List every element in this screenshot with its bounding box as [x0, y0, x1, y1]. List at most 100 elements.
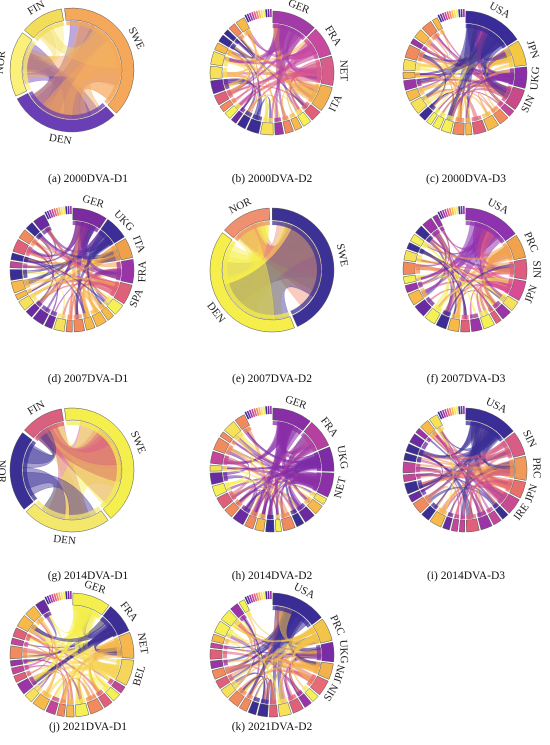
tick-mark: [444, 408, 449, 418]
sector-inner-band: [416, 254, 423, 263]
sector-inner-band: [231, 619, 241, 630]
sector-arc-minor: [277, 702, 292, 717]
tick-mark: [439, 410, 445, 419]
sector-inner-band: [492, 300, 501, 309]
sector-inner-band: [234, 431, 245, 442]
sector-inner-band: [419, 287, 428, 298]
sector-arc-minor: [502, 295, 519, 312]
sector-arc-minor: [458, 519, 465, 533]
sector-inner-band: [23, 256, 29, 263]
sector-arc-minor: [428, 414, 443, 430]
sector-arc-net: [118, 631, 135, 659]
sector-arc-prc: [312, 618, 333, 644]
sector-inner-band: [301, 684, 309, 692]
sector-arc-minor: [431, 17, 443, 31]
sector-arc-den: [16, 92, 115, 133]
tick-mark: [260, 591, 264, 600]
sector-inner-band: [461, 314, 469, 319]
sector-inner-band: [23, 278, 31, 289]
sector-inner-band: [502, 242, 513, 261]
sector-arc-swe: [64, 407, 135, 519]
tick-mark: [255, 407, 260, 416]
sector-arc-minor: [424, 307, 441, 325]
sector-arc-sin: [513, 258, 528, 280]
sector-inner-band: [431, 32, 441, 41]
tick-mark: [51, 593, 56, 603]
sector-inner-band: [434, 108, 441, 114]
sector-arc-ger: [272, 10, 315, 37]
sector-inner-band: [503, 47, 514, 68]
sector-arc-minor: [106, 298, 124, 315]
sector-inner-band: [25, 633, 32, 642]
sector-label-ukg: UKG: [528, 66, 542, 91]
sector-inner-band: [417, 281, 424, 288]
sector-arc-minor: [415, 427, 429, 440]
sector-inner-band: [258, 513, 267, 519]
sector-arc-minor: [12, 239, 29, 256]
sector-arc-minor: [209, 472, 224, 485]
sector-arc-minor: [224, 501, 240, 518]
sector-inner-band: [309, 490, 316, 498]
sector-arc-minor: [403, 249, 418, 263]
sector-arc-minor: [420, 420, 436, 436]
sector-arc-minor: [402, 473, 417, 483]
chord-ribbon: [239, 675, 269, 705]
sector-arc-minor: [213, 90, 230, 106]
sector-arc-minor: [500, 103, 515, 117]
sector-inner-band: [416, 274, 422, 281]
sector-inner-band: [460, 514, 465, 519]
sector-inner-band: [287, 693, 297, 702]
sector-arc-minor: [219, 431, 233, 444]
tick-mark: [262, 9, 266, 18]
tick-mark: [44, 211, 50, 220]
sector-inner-band: [35, 300, 43, 308]
sector-inner-band: [316, 644, 321, 661]
sector-label-ita: ITA: [130, 234, 147, 255]
sector-inner-band: [223, 659, 229, 666]
sector-inner-band: [492, 502, 500, 509]
sector-arc-prc: [513, 455, 528, 481]
tick-mark: [453, 9, 457, 18]
tick-mark: [253, 11, 258, 20]
sector-arc-minor: [209, 464, 223, 472]
sector-label-ukg: UKG: [334, 444, 350, 470]
sector-inner-band: [312, 472, 321, 492]
sector-label-net: NET: [337, 60, 350, 82]
sector-inner-band: [288, 112, 296, 119]
tick-mark: [53, 593, 58, 602]
sector-arc-minor: [91, 311, 107, 328]
tick-mark: [51, 208, 56, 218]
sector-inner-band: [27, 288, 33, 294]
sector-inner-band: [420, 488, 427, 496]
sector-arc-minor: [246, 118, 262, 134]
tick-mark: [48, 209, 54, 218]
sector-inner-band: [498, 293, 507, 303]
sector-arc-swe: [64, 7, 135, 114]
tick-mark: [260, 9, 264, 18]
sector-inner-band: [67, 699, 74, 704]
tick-mark: [58, 592, 62, 601]
sector-inner-band: [439, 29, 445, 35]
panel-caption: (g) 2014DVA-D1: [48, 570, 129, 582]
sector-arc-minor: [471, 119, 487, 135]
ribbons: [222, 421, 322, 520]
sector-arc-minor: [210, 450, 225, 465]
tick-mark: [451, 407, 455, 416]
minor-tick-marks: [244, 590, 272, 605]
sector-inner-band: [272, 421, 303, 435]
minor-tick-marks: [44, 590, 72, 605]
sector-inner-band: [425, 235, 434, 243]
tick-mark: [55, 207, 60, 216]
sector-label-ger: GER: [283, 393, 308, 412]
chord-ribbon: [232, 624, 315, 642]
sector-arc-minor: [111, 680, 126, 694]
sector-inner-band: [469, 313, 479, 319]
sector-inner-band: [30, 238, 38, 247]
sector-inner-band: [416, 473, 421, 480]
sector-arc-minor: [32, 308, 49, 326]
ribbons: [22, 605, 122, 705]
sector-label-net: NET: [332, 476, 349, 500]
sector-inner-band: [455, 117, 465, 122]
